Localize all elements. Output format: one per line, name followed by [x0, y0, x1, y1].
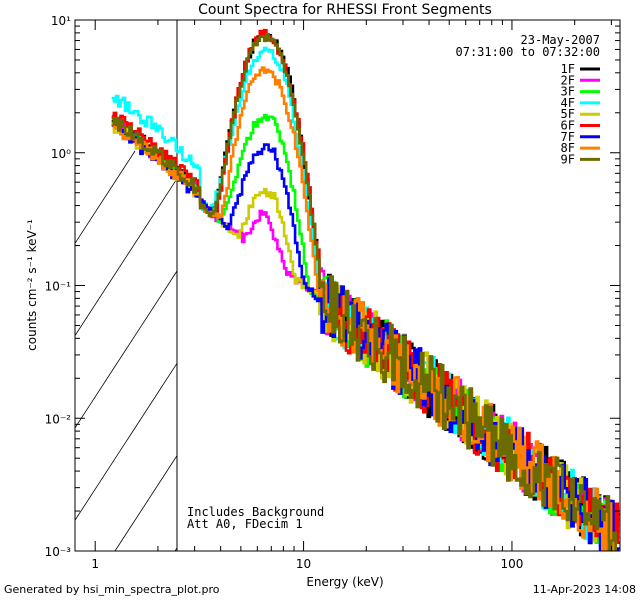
legend-label-9F: 9F: [561, 152, 575, 166]
y-tick-label: 10⁻²: [45, 412, 72, 426]
hatch-line: [75, 177, 177, 337]
hatch-line: [75, 362, 177, 521]
series-line-4F: [111, 46, 620, 551]
chart-title: Count Spectra for RHESSI Front Segments: [198, 2, 492, 18]
axis-tick-labels: 1 10 100 10⁻³ 10⁻² 10⁻¹ 10⁰ 10¹: [45, 14, 524, 571]
hatch-line: [75, 270, 177, 429]
y-tick-label: 10⁻¹: [45, 280, 72, 294]
legend-label-2F: 2F: [561, 73, 575, 87]
hatch-line: [0, 151, 15, 551]
y-axis-label: counts cm⁻² s⁻¹ keV⁻¹: [25, 219, 39, 351]
hatch-line: [114, 454, 177, 551]
legend-label-5F: 5F: [561, 107, 575, 121]
x-tick-label: 100: [500, 557, 523, 571]
time-range-label: 07:31:00 to 07:32:00: [456, 45, 601, 59]
hatch-line: [75, 150, 136, 245]
annotation-background: Includes Background: [187, 505, 324, 519]
x-tick-label: 10: [296, 557, 311, 571]
legend-label-4F: 4F: [561, 96, 575, 110]
y-tick-label: 10⁻³: [45, 545, 72, 559]
axis-ticks: [75, 20, 620, 552]
legend-label-3F: 3F: [561, 85, 575, 99]
series-group: [111, 28, 620, 551]
annotation-attenuator: Att A0, FDecim 1: [187, 517, 303, 531]
hatch-line: [295, 151, 555, 551]
excluded-region-hatch: [0, 150, 640, 551]
series-line-9F: [111, 33, 617, 551]
date-label: 23-May-2007: [521, 33, 600, 47]
legend-label-1F: 1F: [561, 62, 575, 76]
hatch-line: [595, 151, 640, 551]
y-tick-label: 10⁰: [51, 147, 71, 161]
x-axis-label: Energy (keV): [306, 575, 383, 589]
legend-label-7F: 7F: [561, 130, 575, 144]
legend-label-8F: 8F: [561, 141, 575, 155]
x-tick-label: 1: [91, 557, 99, 571]
footer-generated-by: Generated by hsi_min_spectra_plot.pro: [4, 583, 220, 596]
legend-label-6F: 6F: [561, 119, 575, 133]
y-tick-label: 10¹: [51, 14, 71, 28]
footer-timestamp: 11-Apr-2023 14:08: [532, 583, 636, 596]
